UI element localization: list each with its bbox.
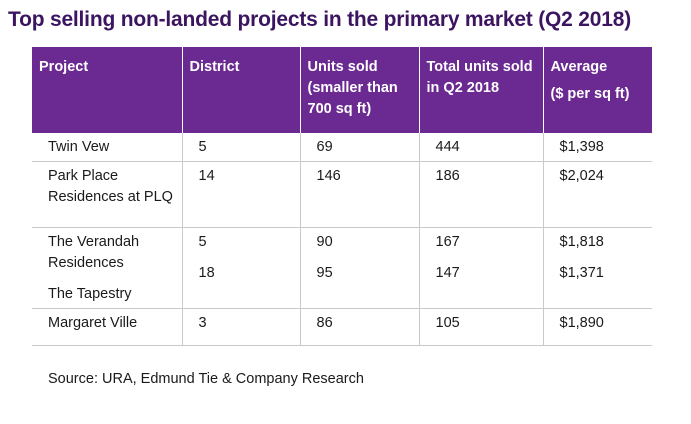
cell-project: The Verandah Residences bbox=[48, 234, 140, 271]
cell-district: 18 bbox=[198, 265, 215, 281]
cell-average: $1,890 bbox=[543, 308, 652, 346]
cell-district-pair: 5 18 bbox=[182, 227, 301, 309]
header-district: District bbox=[182, 47, 301, 133]
cell-average: $2,024 bbox=[543, 161, 652, 228]
cell-project: The Tapestry bbox=[48, 286, 132, 302]
cell-district: 5 bbox=[182, 133, 301, 162]
cell-project: Twin Vew bbox=[32, 133, 183, 162]
header-average-line2: ($ per sq ft) bbox=[550, 86, 630, 102]
source-note: Source: URA, Edmund Tie & Company Resear… bbox=[48, 371, 364, 387]
cell-project-pair: The Verandah Residences The Tapestry bbox=[32, 227, 183, 309]
cell-average: $1,818 bbox=[559, 234, 604, 250]
cell-units-sold: 69 bbox=[300, 133, 420, 162]
cell-total-units: 105 bbox=[419, 308, 544, 346]
cell-district: 14 bbox=[182, 161, 301, 228]
header-units-sold: Units sold (smaller than 700 sq ft) bbox=[300, 47, 420, 133]
cell-units-sold: 86 bbox=[300, 308, 420, 346]
cell-units-sold: 146 bbox=[300, 161, 420, 228]
projects-table: Project District Units sold (smaller tha… bbox=[32, 47, 652, 346]
cell-project: Margaret Ville bbox=[32, 308, 183, 346]
cell-units-sold: 95 bbox=[316, 265, 333, 281]
table-header-row: Project District Units sold (smaller tha… bbox=[32, 47, 652, 133]
cell-total-units: 147 bbox=[435, 265, 460, 281]
page-title: Top selling non-landed projects in the p… bbox=[8, 8, 631, 31]
cell-district: 5 bbox=[198, 234, 207, 250]
cell-average-pair: $1,818 $1,371 bbox=[543, 227, 652, 309]
cell-total-units: 186 bbox=[419, 161, 544, 228]
header-project: Project bbox=[32, 47, 183, 133]
cell-total-units-pair: 167 147 bbox=[419, 227, 544, 309]
cell-project: Park Place Residences at PLQ bbox=[32, 161, 183, 228]
header-average-line1: Average bbox=[550, 59, 608, 75]
table-row: Park Place Residences at PLQ 14 146 186 … bbox=[32, 161, 652, 228]
cell-total-units: 444 bbox=[419, 133, 544, 162]
cell-district: 3 bbox=[182, 308, 301, 346]
cell-average: $1,398 bbox=[543, 133, 652, 162]
header-average: Average ($ per sq ft) bbox=[543, 47, 652, 133]
table-row: Margaret Ville 3 86 105 $1,890 bbox=[32, 308, 652, 346]
cell-total-units: 167 bbox=[435, 234, 460, 250]
table-row-merged: The Verandah Residences The Tapestry 5 1… bbox=[32, 227, 652, 309]
cell-average: $1,371 bbox=[559, 265, 604, 281]
cell-units-sold-pair: 90 95 bbox=[300, 227, 420, 309]
cell-units-sold: 90 bbox=[316, 234, 333, 250]
header-total-units: Total units sold in Q2 2018 bbox=[419, 47, 544, 133]
table-row: Twin Vew 5 69 444 $1,398 bbox=[32, 133, 652, 162]
